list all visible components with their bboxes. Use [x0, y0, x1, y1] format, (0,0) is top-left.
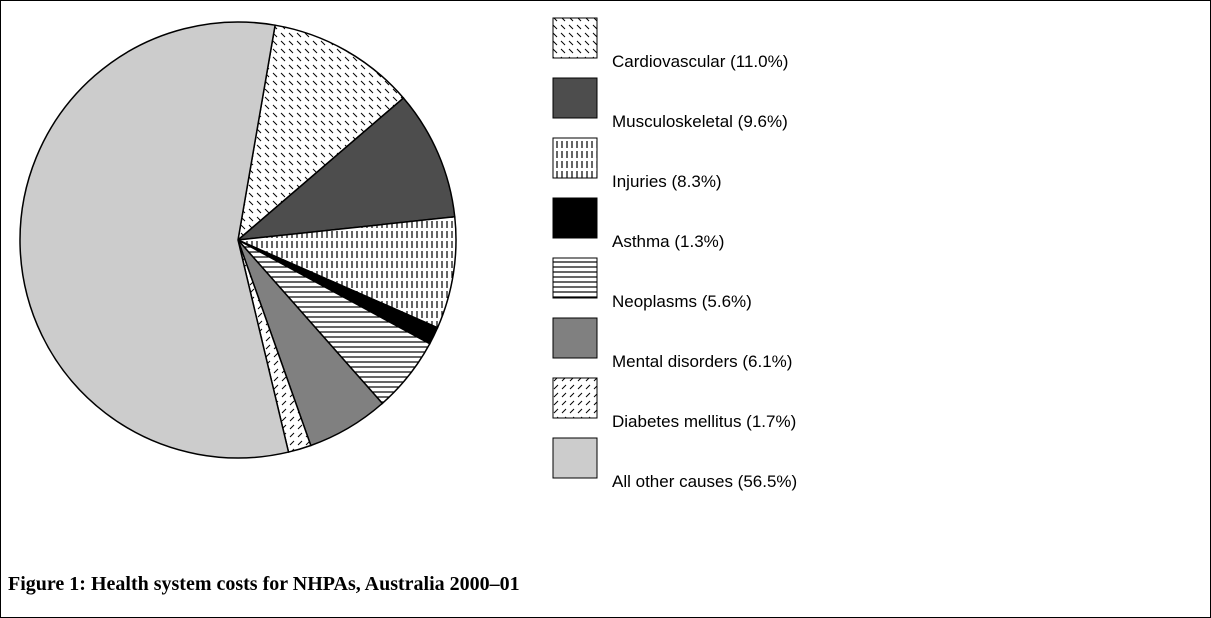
- legend-swatch: [552, 317, 598, 359]
- chart-title: Figure 1: Health system costs for NHPAs,…: [8, 573, 520, 595]
- legend-swatch: [552, 17, 598, 59]
- legend-swatch: [552, 377, 598, 419]
- pie-slice: [235, 215, 457, 329]
- pie-slice: [19, 21, 290, 459]
- legend-swatch: [552, 137, 598, 179]
- legend-label: Neoplasms (5.6%): [612, 292, 752, 311]
- legend-swatch: [552, 197, 598, 239]
- pie-slice: [236, 24, 405, 242]
- legend-swatch: [552, 437, 598, 479]
- legend-label: Asthma (1.3%): [612, 232, 724, 251]
- legend-label: Mental disorders (6.1%): [612, 352, 792, 371]
- legend-label: Musculoskeletal (9.6%): [612, 112, 788, 131]
- legend-swatch: [552, 257, 598, 299]
- legend-label: Injuries (8.3%): [612, 172, 722, 191]
- legend-label: Diabetes mellitus (1.7%): [612, 412, 796, 431]
- pie-slice: [235, 96, 456, 242]
- legend-label: All other causes (56.5%): [612, 472, 797, 491]
- legend-swatch: [552, 77, 598, 119]
- legend-label: Cardiovascular (11.0%): [612, 52, 788, 71]
